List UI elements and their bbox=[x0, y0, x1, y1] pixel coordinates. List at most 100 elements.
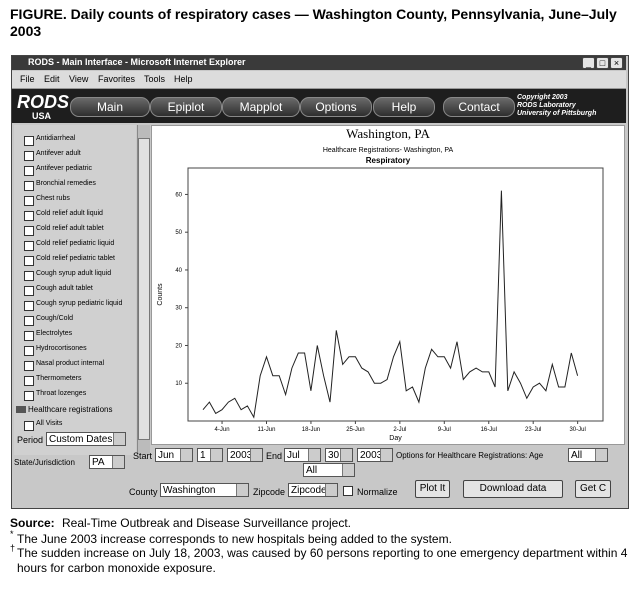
select[interactable]: Custom Dates bbox=[46, 432, 126, 446]
folder-icon bbox=[16, 406, 26, 413]
checkbox[interactable] bbox=[24, 256, 34, 266]
label: End bbox=[266, 451, 283, 461]
button[interactable]: Download data bbox=[463, 480, 563, 498]
sidebar-item[interactable]: Cough adult tablet bbox=[36, 285, 93, 292]
chart-caption: Respiratory bbox=[366, 156, 411, 165]
checkbox[interactable] bbox=[24, 136, 34, 146]
checkbox[interactable] bbox=[24, 391, 34, 401]
checkbox[interactable] bbox=[24, 421, 34, 431]
label: Options for Healthcare Registrations: Ag… bbox=[396, 451, 544, 460]
checkbox[interactable] bbox=[24, 301, 34, 311]
button[interactable]: Get C bbox=[575, 480, 611, 498]
plot-frame bbox=[187, 167, 604, 422]
title-bar bbox=[12, 56, 626, 70]
chart-subtitle: Healthcare Registrations- Washington, PA bbox=[323, 147, 454, 154]
checkbox[interactable] bbox=[24, 316, 34, 326]
checkbox[interactable] bbox=[24, 181, 34, 191]
select[interactable]: All bbox=[568, 448, 608, 462]
sidebar-item[interactable]: Cold relief adult tablet bbox=[36, 225, 104, 232]
sidebar-item[interactable]: Antifever adult bbox=[36, 150, 81, 157]
nav-button[interactable]: Contact bbox=[443, 97, 515, 117]
sidebar-item[interactable]: Cough syrup adult liquid bbox=[36, 270, 112, 277]
menu-item[interactable]: File bbox=[20, 74, 35, 84]
x-tick-label: 25-Jun bbox=[346, 427, 364, 433]
window-button[interactable]: □ bbox=[596, 57, 609, 69]
y-axis-label: Counts bbox=[157, 283, 164, 306]
y-tick-label: 60 bbox=[175, 192, 182, 198]
x-tick-label: 16-Jul bbox=[481, 427, 497, 433]
checkbox[interactable] bbox=[24, 166, 34, 176]
nav-button[interactable]: Main bbox=[70, 97, 150, 117]
select[interactable]: Jul bbox=[284, 448, 321, 462]
note-mark: † bbox=[10, 543, 16, 553]
sidebar-group: Healthcare registrations bbox=[28, 405, 113, 414]
nav-button[interactable]: Options bbox=[300, 97, 372, 117]
sidebar-item[interactable]: Hydrocortisones bbox=[36, 345, 87, 352]
sidebar-item[interactable]: Bronchial remedies bbox=[36, 180, 96, 187]
sidebar-item[interactable]: Antifever pediatric bbox=[36, 165, 93, 172]
checkbox[interactable] bbox=[24, 376, 34, 386]
sidebar-item[interactable]: Antidiarrheal bbox=[36, 135, 76, 142]
sidebar-item[interactable]: Chest rubs bbox=[36, 195, 70, 202]
select[interactable]: Washington bbox=[160, 483, 249, 497]
checkbox[interactable] bbox=[24, 271, 34, 281]
sidebar-item[interactable]: Cold relief pediatric liquid bbox=[36, 240, 115, 247]
nav-button[interactable]: Mapplot bbox=[222, 97, 300, 117]
checkbox[interactable] bbox=[24, 361, 34, 371]
window-title: RODS - Main Interface - Microsoft Intern… bbox=[28, 57, 246, 67]
copyright: Copyright 2003 bbox=[517, 94, 568, 101]
nav-button[interactable]: Help bbox=[373, 97, 435, 117]
checkbox[interactable] bbox=[24, 151, 34, 161]
sidebar bbox=[14, 125, 136, 455]
note-text: The sudden increase on July 18, 2003, wa… bbox=[17, 546, 628, 575]
select[interactable]: 1 bbox=[197, 448, 223, 462]
sidebar-item[interactable]: Cold relief adult liquid bbox=[36, 210, 103, 217]
input[interactable]: 2003 bbox=[357, 448, 393, 462]
checkbox[interactable] bbox=[24, 331, 34, 341]
sidebar-item[interactable]: Cough/Cold bbox=[36, 315, 73, 322]
menu-item[interactable]: Edit bbox=[44, 74, 60, 84]
checkbox[interactable] bbox=[24, 226, 34, 236]
sidebar-item[interactable]: Electrolytes bbox=[36, 330, 73, 337]
menu-item[interactable]: View bbox=[69, 74, 89, 84]
checkbox[interactable] bbox=[24, 196, 34, 206]
input[interactable]: 2003 bbox=[227, 448, 263, 462]
select[interactable]: 30 bbox=[325, 448, 353, 462]
sidebar-item[interactable]: Cough syrup pediatric liquid bbox=[36, 300, 123, 307]
menu-item[interactable]: Favorites bbox=[98, 74, 136, 84]
nav-button[interactable]: Epiplot bbox=[150, 97, 222, 117]
checkbox[interactable] bbox=[24, 286, 34, 296]
sidebar-item[interactable]: Cold relief pediatric tablet bbox=[36, 255, 115, 262]
source: Real-Time Outbreak and Disease Surveilla… bbox=[62, 516, 352, 530]
sidebar-item[interactable]: Throat lozenges bbox=[36, 390, 87, 397]
label: Normalize bbox=[357, 487, 398, 497]
input[interactable]: Zipcode bbox=[288, 483, 338, 497]
sidebar-item[interactable]: All Visits bbox=[36, 420, 63, 427]
chart-title: Washington, PA bbox=[346, 126, 430, 141]
data-line bbox=[202, 190, 579, 419]
checkbox[interactable] bbox=[24, 211, 34, 221]
checkbox[interactable] bbox=[24, 346, 34, 356]
note-text: The June 2003 increase corresponds to ne… bbox=[17, 532, 452, 546]
window-button[interactable]: × bbox=[610, 57, 623, 69]
x-tick-label: 4-Jun bbox=[215, 427, 230, 433]
x-tick-label: 11-Jun bbox=[258, 427, 276, 433]
y-tick-label: 30 bbox=[175, 306, 182, 312]
checkbox[interactable] bbox=[24, 241, 34, 251]
menu-item[interactable]: Tools bbox=[144, 74, 166, 84]
select[interactable]: PA bbox=[89, 455, 125, 469]
sidebar-item[interactable]: Thermometers bbox=[36, 375, 82, 382]
checkbox[interactable] bbox=[343, 486, 353, 496]
label: County bbox=[129, 487, 158, 497]
label: State/Jurisdiction bbox=[14, 458, 75, 467]
x-tick-label: 30-Jul bbox=[569, 427, 585, 433]
window-button[interactable]: _ bbox=[582, 57, 595, 69]
x-tick-label: 2-Jul bbox=[393, 427, 406, 433]
sidebar-item[interactable]: Nasal product internal bbox=[36, 360, 105, 367]
select[interactable]: All bbox=[303, 463, 355, 477]
menu-item[interactable]: Help bbox=[174, 74, 193, 84]
button[interactable]: Plot It bbox=[415, 480, 450, 498]
select[interactable]: Jun bbox=[155, 448, 193, 462]
x-tick-label: 23-Jul bbox=[525, 427, 541, 433]
